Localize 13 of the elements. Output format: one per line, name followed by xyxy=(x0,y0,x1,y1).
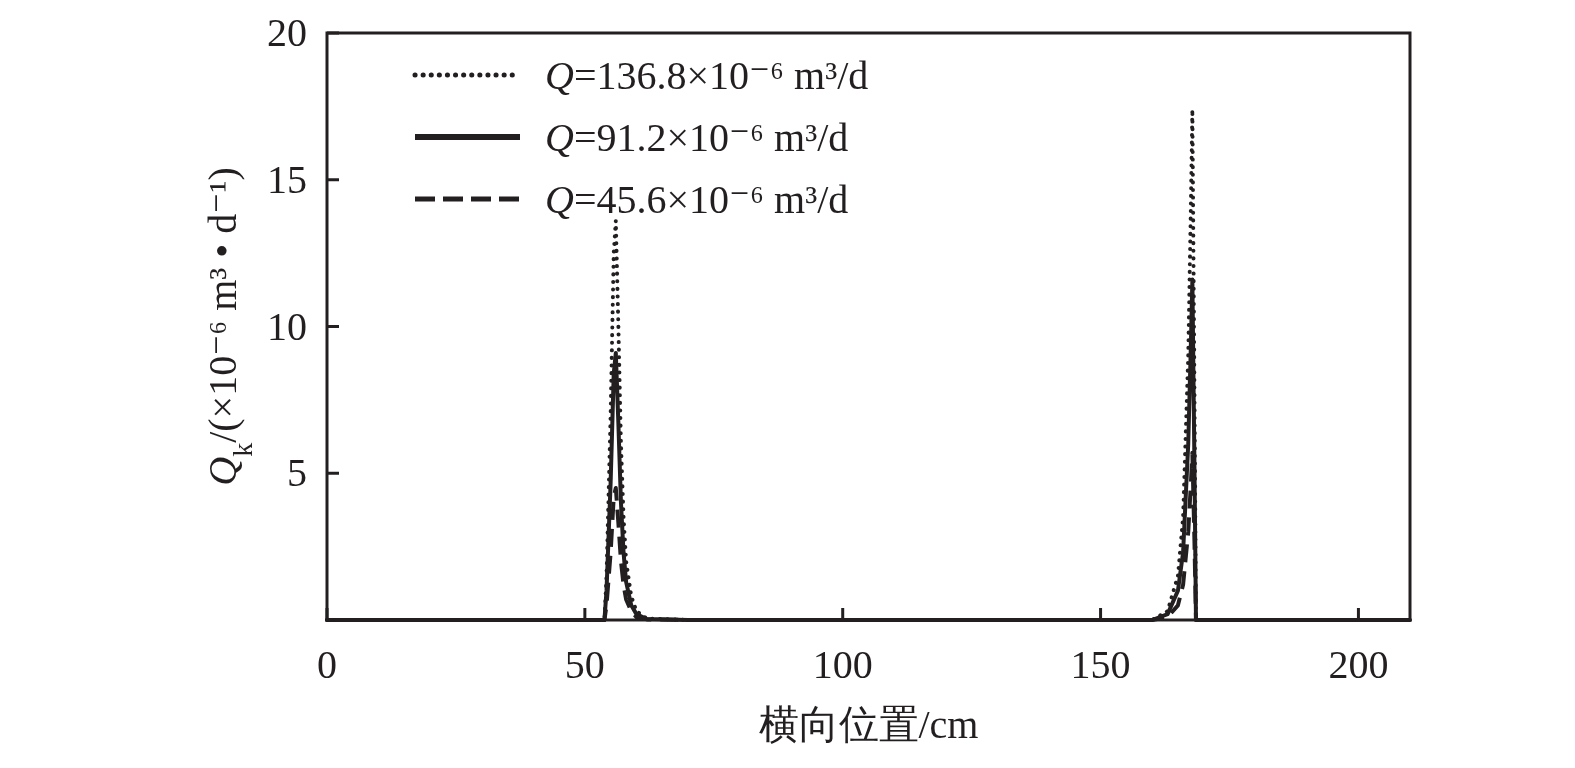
y-tick-label: 15 xyxy=(267,156,307,202)
x-tick-label: 100 xyxy=(812,642,873,687)
y-tick-label: 20 xyxy=(267,10,307,55)
legend-label: Q=91.2×10⁻⁶ m³/d xyxy=(545,115,849,160)
legend-label: Q=136.8×10⁻⁶ m³/d xyxy=(545,53,869,98)
x-axis-title: 横向位置/cm xyxy=(758,702,979,747)
y-tick-label: 5 xyxy=(287,450,307,496)
y-tick-label: 10 xyxy=(267,303,307,349)
x-tick-label: 0 xyxy=(317,642,337,687)
x-tick-label: 200 xyxy=(1328,642,1389,687)
x-tick-label: 150 xyxy=(1070,642,1131,687)
x-tick-label: 50 xyxy=(564,642,605,687)
legend-label: Q=45.6×10⁻⁶ m³/d xyxy=(545,177,849,222)
